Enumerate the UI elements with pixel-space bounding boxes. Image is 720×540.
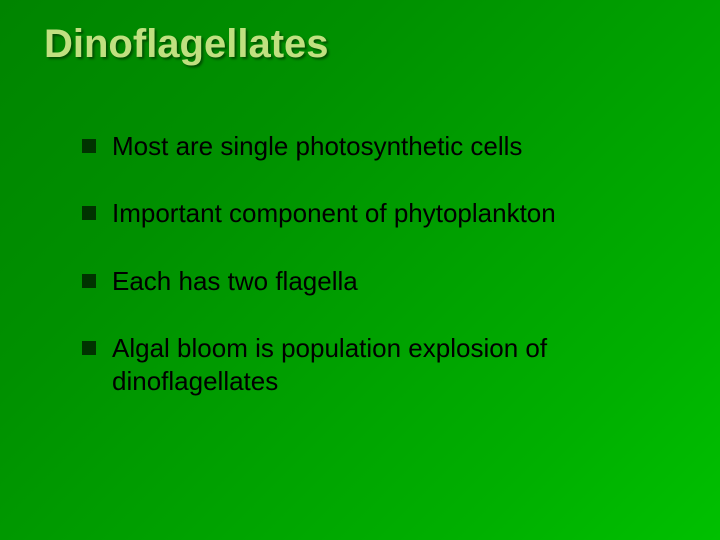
bullet-marker-icon <box>82 139 96 153</box>
bullet-text: Each has two flagella <box>112 265 358 298</box>
bullet-text: Algal bloom is population explosion of d… <box>112 332 670 399</box>
list-item: Most are single photosynthetic cells <box>82 130 670 163</box>
bullet-list: Most are single photosynthetic cells Imp… <box>82 130 670 432</box>
bullet-marker-icon <box>82 341 96 355</box>
bullet-marker-icon <box>82 206 96 220</box>
slide: Dinoflagellates Most are single photosyn… <box>0 0 720 540</box>
list-item: Each has two flagella <box>82 265 670 298</box>
list-item: Important component of phytoplankton <box>82 197 670 230</box>
slide-title: Dinoflagellates <box>44 22 329 67</box>
bullet-marker-icon <box>82 274 96 288</box>
bullet-text: Most are single photosynthetic cells <box>112 130 522 163</box>
bullet-text: Important component of phytoplankton <box>112 197 556 230</box>
list-item: Algal bloom is population explosion of d… <box>82 332 670 399</box>
